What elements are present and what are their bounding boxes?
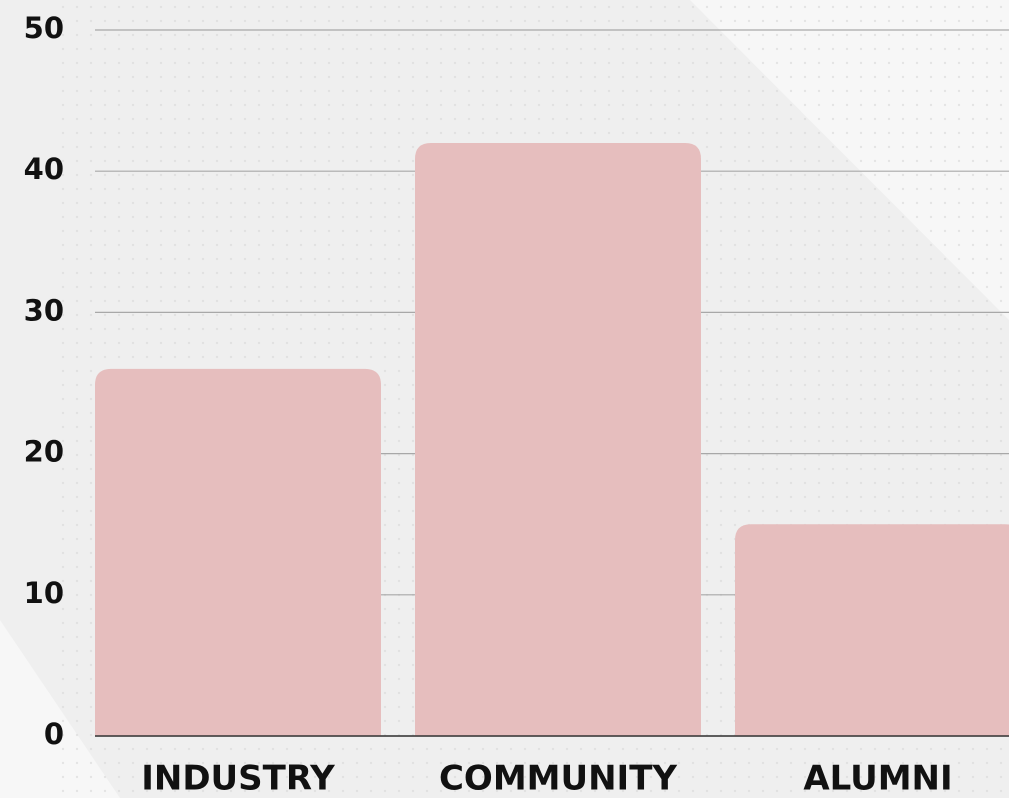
bar bbox=[95, 368, 381, 736]
x-tick-label: COMMUNITY bbox=[439, 759, 677, 798]
y-tick-label: 30 bbox=[24, 293, 64, 327]
y-tick-label: 20 bbox=[24, 435, 64, 469]
x-tick-label: INDUSTRY bbox=[141, 759, 335, 798]
y-tick-label: 10 bbox=[24, 576, 64, 610]
x-tick-label: ALUMNI bbox=[803, 759, 952, 798]
bar bbox=[415, 142, 701, 736]
bar bbox=[735, 524, 1009, 736]
y-tick-label: 40 bbox=[24, 152, 64, 186]
y-tick-label: 0 bbox=[44, 717, 64, 751]
y-tick-label: 50 bbox=[24, 11, 64, 45]
